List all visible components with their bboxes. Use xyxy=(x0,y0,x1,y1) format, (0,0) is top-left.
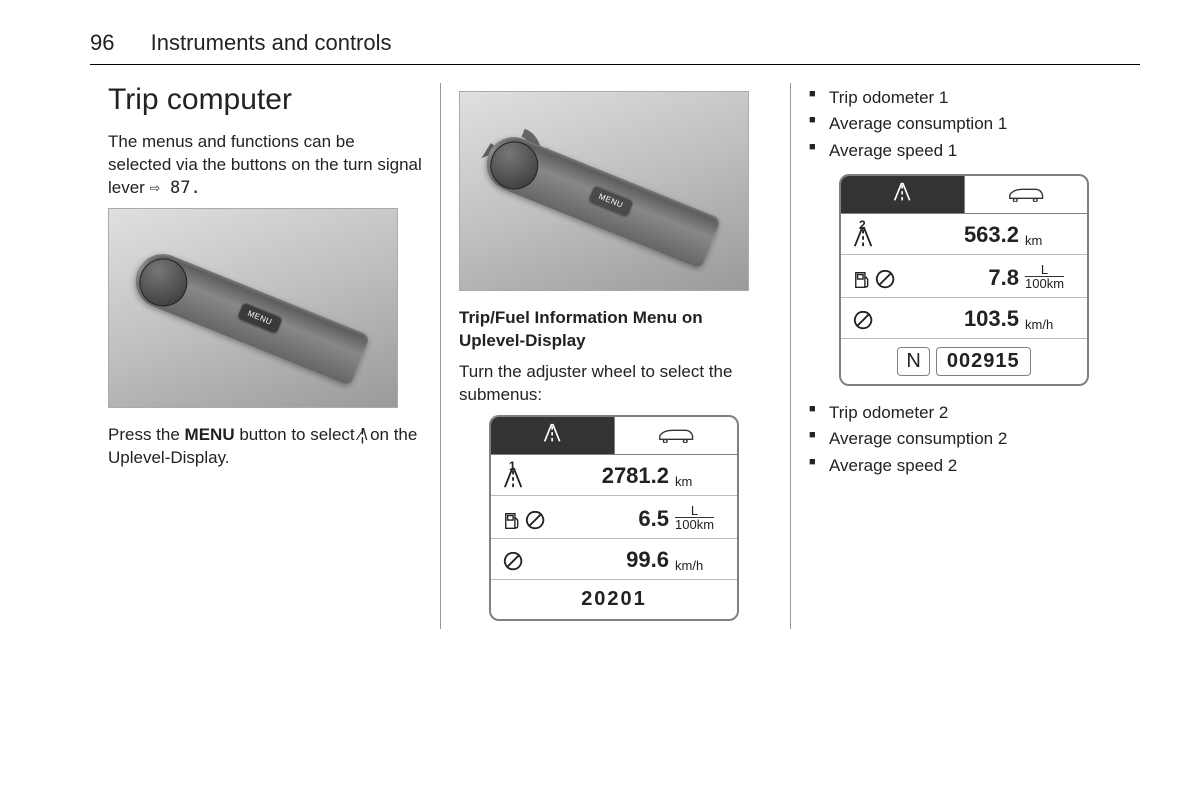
page-header: 96 Instruments and controls xyxy=(90,30,1140,56)
adjuster-text: Turn the adjuster wheel to select the su… xyxy=(459,361,772,407)
menu-button-graphic: MENU xyxy=(237,302,282,333)
list-2: Trip odometer 2 Average consumption 2 Av… xyxy=(809,400,1122,479)
list-item: Average speed 1 xyxy=(809,138,1122,164)
display-tabs xyxy=(841,176,1087,214)
consumption-value: 6.5 xyxy=(569,506,669,532)
odometer-value: 20201 xyxy=(491,580,737,619)
speed-value: 103.5 xyxy=(899,306,1019,332)
press-menu-paragraph: Press the MENU button to select ⁄¦\ on t… xyxy=(108,424,422,470)
consumption-unit: L100km xyxy=(1025,263,1075,291)
odometer-row: N002915 xyxy=(841,339,1087,384)
avg-icon xyxy=(853,310,893,332)
column-3: Trip odometer 1 Average consumption 1 Av… xyxy=(790,83,1140,629)
tab-car-icon xyxy=(614,417,738,455)
uplevel-display-2: 2 563.2 km 7.8 L100km 1 xyxy=(839,174,1089,386)
distance-value: 563.2 xyxy=(899,222,1019,248)
uplevel-display-1: 1 2781.2 km 6.5 L100km xyxy=(489,415,739,621)
trip-distance-row: 1 2781.2 km xyxy=(491,455,737,496)
intro-paragraph: The menus and functions can be selected … xyxy=(108,131,422,200)
list-item: Average consumption 1 xyxy=(809,111,1122,137)
display-tabs xyxy=(491,417,737,455)
turn-signal-lever-image-1: MENU xyxy=(108,208,398,408)
odometer-value: 002915 xyxy=(936,347,1031,376)
column-2: MENU Trip/Fuel Information Menu on Uplev… xyxy=(440,83,790,629)
speed-row: 99.6 km/h xyxy=(491,539,737,580)
avg-icon xyxy=(503,551,543,573)
road-icon: 1 xyxy=(503,467,543,489)
lever-graphic: MENU xyxy=(128,246,371,386)
lever-graphic: MENU xyxy=(479,129,722,269)
list-item: Average speed 2 xyxy=(809,453,1122,479)
chapter-title: Instruments and controls xyxy=(151,30,392,55)
list-item: Average consumption 2 xyxy=(809,426,1122,452)
turn-signal-lever-image-2: MENU xyxy=(459,91,749,291)
speed-value: 99.6 xyxy=(549,547,669,573)
list-item: Trip odometer 1 xyxy=(809,85,1122,111)
consumption-row: 7.8 L100km xyxy=(841,255,1087,298)
column-1: Trip computer The menus and functions ca… xyxy=(90,83,440,629)
trip-distance-row: 2 563.2 km xyxy=(841,214,1087,255)
tab-car-icon xyxy=(964,176,1088,214)
header-divider xyxy=(90,64,1140,65)
menu-button-graphic: MENU xyxy=(588,185,633,216)
consumption-unit: L100km xyxy=(675,504,725,532)
distance-value: 2781.2 xyxy=(549,463,669,489)
speed-unit: km/h xyxy=(1025,317,1075,332)
speed-unit: km/h xyxy=(675,558,725,573)
gear-indicator: N xyxy=(897,347,929,376)
speed-row: 103.5 km/h xyxy=(841,298,1087,339)
section-title: Trip computer xyxy=(108,83,422,117)
tab-road-icon xyxy=(841,176,964,214)
list-item: Trip odometer 2 xyxy=(809,400,1122,426)
road-icon: 2 xyxy=(853,226,893,248)
fuel-icon xyxy=(503,510,563,532)
page-number: 96 xyxy=(90,30,114,55)
distance-unit: km xyxy=(675,474,725,489)
list-1: Trip odometer 1 Average consumption 1 Av… xyxy=(809,85,1122,164)
consumption-value: 7.8 xyxy=(919,265,1019,291)
distance-unit: km xyxy=(1025,233,1075,248)
consumption-row: 6.5 L100km xyxy=(491,496,737,539)
tab-road-icon xyxy=(491,417,614,455)
fuel-icon xyxy=(853,269,913,291)
subsection-heading: Trip/Fuel Information Menu on Uplevel-Di… xyxy=(459,307,772,353)
